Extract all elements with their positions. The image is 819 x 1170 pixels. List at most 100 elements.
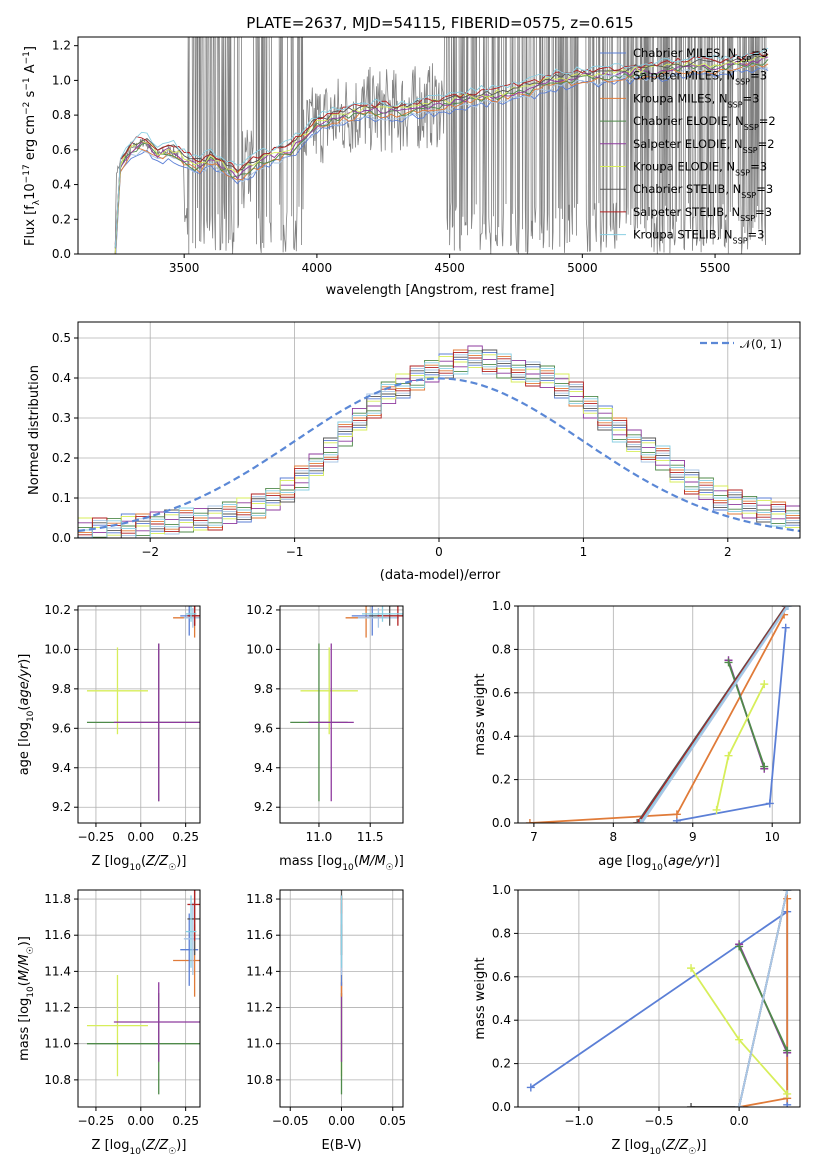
plus-marker: [634, 819, 643, 823]
panel-mass_weight_vs_Z: −1.0 −0.5 0.0 0.0 0.2 0.4 0.6 0.8 1.0 Z [log10(Z/…: [473, 883, 801, 1157]
y-tick-label: 0.8: [492, 926, 511, 940]
x-tick-label: 0.25: [172, 830, 199, 844]
legend-label: Kroupa ELODIE, NSSP=3: [633, 160, 767, 178]
plot-area: [290, 606, 403, 802]
y-tick-label: 11.8: [44, 892, 71, 906]
label-part: (: [141, 1138, 146, 1153]
legend-label: Kroupa MILES, NSSP=3: [633, 91, 759, 109]
plus-marker: [687, 1103, 696, 1107]
legend-name: Kroupa MILES, N: [633, 91, 728, 105]
label-part: −2: [22, 102, 32, 115]
label-part: Z [log: [92, 854, 130, 869]
legend-label: Chabrier MILES, NSSP=3: [633, 46, 768, 64]
axes-frame: [77, 36, 801, 255]
label-part: )]: [17, 936, 32, 946]
hist-step-chabrier-stelib: [78, 349, 800, 538]
label-part: 10: [342, 863, 354, 873]
x-tick-label: 9: [689, 830, 697, 844]
y-tick-label: 1.0: [492, 599, 511, 613]
label-part: 10: [129, 863, 141, 873]
plot-area: [86, 606, 200, 802]
y-tick-label: 0.2: [52, 212, 71, 226]
x-tick-label: 0.00: [127, 830, 154, 844]
x-tick-label: −0.25: [78, 830, 115, 844]
plus-marker: [760, 762, 769, 771]
x-tick-label: 0.0: [730, 1114, 749, 1128]
label-part: λ: [32, 199, 42, 205]
x-axis-label: age [log10(age/yr)]: [598, 854, 720, 873]
x-tick-label: 0.00: [127, 1114, 154, 1128]
data-spectrum-line: [114, 37, 767, 254]
x-tick-label: −0.25: [78, 1114, 115, 1128]
plot-area: [525, 606, 793, 823]
label-part: 10: [26, 710, 36, 722]
model-line-chabrier-elodie: [114, 59, 769, 254]
y-tick-label: 0.4: [492, 729, 511, 743]
y-tick-label: 10.0: [44, 642, 71, 656]
hist-step-salpeter-stelib: [78, 351, 800, 536]
y-tick-label: 10.2: [246, 603, 273, 617]
panel-age_vs_mass: 11.0 11.5 9.2 9.4 9.6 9.8 10.0 10.2 mass [log10(…: [246, 603, 404, 873]
plus-marker: [760, 680, 769, 689]
label-part: 10: [649, 1147, 661, 1157]
label-part: mass [log: [279, 854, 342, 869]
legend-name: Kroupa STELIB, N: [633, 228, 733, 242]
panel-spectrum: 3500 4000 4500 5000 5500 0.0 0.2 0.4 0.6 0.8 1.0 1.…: [22, 36, 801, 298]
y-tick-label: 9.8: [254, 682, 273, 696]
label-part: (: [17, 981, 32, 986]
x-axis-label: wavelength [Angstrom, rest frame]: [326, 283, 555, 298]
x-tick-label: 4000: [302, 261, 333, 275]
model-line-salpeter-stelib: [114, 50, 769, 245]
y-tick-label: 10.8: [44, 1073, 71, 1087]
label-part: )]: [394, 854, 404, 869]
label-part: 10: [26, 986, 36, 998]
y-tick-label: 0.4: [52, 371, 71, 385]
label-part: (: [661, 1138, 666, 1153]
plus-marker: [525, 819, 534, 823]
plus-marker: [687, 964, 696, 973]
x-tick-label: 11.5: [357, 830, 384, 844]
label-part: age [log: [598, 854, 651, 869]
label-part: ]: [23, 46, 38, 51]
label-part: mass [log: [17, 998, 32, 1061]
panel-mass_vs_ebv: −0.05 0.00 0.05 10.8 11.0 11.2 11.4 11.6 11.8 E(B…: [246, 889, 406, 1153]
y-tick-label: 11.4: [246, 964, 273, 978]
weight-line: [676, 627, 787, 822]
y-tick-label: 11.2: [246, 1001, 273, 1015]
y-tick-label: 1.0: [52, 73, 71, 87]
y-tick-label: 10.0: [246, 642, 273, 656]
label-part: 10: [651, 863, 663, 873]
y-axis-label: Flux [fλ10−17 erg cm−2 s−1 A−1]: [22, 46, 42, 246]
label-part: M/M: [359, 854, 386, 869]
label-part: )]: [696, 1138, 706, 1153]
label-part: ☉: [168, 863, 176, 873]
y-tick-label: 0.0: [492, 1100, 511, 1114]
x-tick-label: 0.00: [328, 1114, 355, 1128]
weight-line: [738, 890, 789, 1107]
x-axis-label: Z [log10(Z/Z☉)]: [92, 1138, 187, 1157]
label-part: Normed distribution: [27, 365, 42, 495]
y-tick-label: 1.2: [52, 39, 71, 53]
y-tick-label: 0.3: [52, 411, 71, 425]
y-axis-label: mass [log10(M/M☉)]: [17, 936, 36, 1061]
label-part: (data-model)/error: [380, 568, 501, 583]
label-part: Z [log: [612, 1138, 650, 1153]
legend-normal-label: 𝒩(0, 1): [740, 337, 782, 351]
panel-age_vs_Z: −0.25 0.00 0.259.29.49.69.810.010.2Z [log1…: [17, 603, 201, 873]
panel-mass_vs_Z: −0.25 0.00 0.25 10.8 11.0 11.2 11.4 11.6 11.8 Z […: [17, 889, 201, 1157]
x-tick-label: −2: [141, 545, 159, 559]
plus-marker: [724, 658, 733, 667]
plus-marker: [724, 751, 733, 760]
label-part: Z/Z: [145, 854, 169, 869]
label-part: mass weight: [473, 957, 488, 1039]
x-tick-label: 1: [580, 545, 588, 559]
legend-value: =3: [750, 69, 767, 83]
label-part: M/M: [17, 954, 32, 981]
figure-title: PLATE=2637, MJD=54115, FIBERID=0575, z=0…: [246, 14, 633, 32]
label-part: wavelength [Angstrom, rest frame]: [326, 283, 555, 298]
legend-label: Salpeter MILES, NSSP=3: [633, 69, 767, 87]
y-tick-label: 0.2: [52, 451, 71, 465]
y-tick-label: 11.0: [246, 1037, 273, 1051]
